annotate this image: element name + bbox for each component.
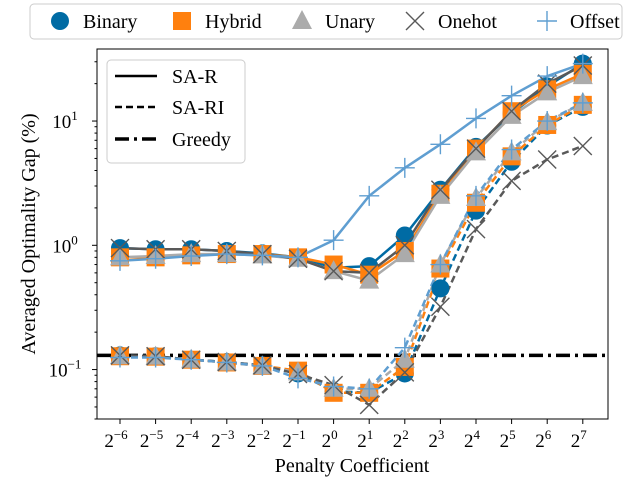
x-tick-label: 2−4: [176, 427, 200, 452]
marker-offset-sa-r: [572, 53, 593, 74]
marker-offset-sa-r: [394, 157, 415, 178]
x-tick-label: 27: [571, 427, 588, 452]
x-tick-label: 2−3: [211, 427, 234, 452]
method-legend: SA-R SA-RI Greedy: [106, 59, 246, 164]
marker-offset-sa-ri: [430, 254, 451, 275]
marker-offset-sa-r: [145, 248, 166, 269]
marker-offset-sa-ri: [110, 347, 130, 368]
x-tick-label: 2−6: [104, 427, 128, 452]
marker-offset-sa-ri: [572, 92, 593, 113]
marker-offset-sa-r: [216, 244, 237, 265]
marker-offset-sa-ri: [145, 347, 166, 368]
x-tick-label: 23: [428, 427, 444, 452]
marker-offset-sa-ri: [359, 378, 380, 399]
plot-area: [96, 48, 609, 420]
marker-onehot-sa-ri: [502, 171, 522, 191]
marker-offset-sa-ri: [323, 376, 344, 397]
legend-label-greedy: Greedy: [172, 129, 231, 151]
marker-offset-sa-r: [537, 66, 558, 87]
x-tick-label: 25: [500, 427, 516, 452]
marker-unary-sa-r: [466, 141, 486, 161]
y-axis: 10−1 100 101: [49, 61, 97, 420]
legend-label-binary: Binary: [83, 11, 137, 33]
marker-onehot-sa-r: [359, 263, 379, 283]
marker-offset-sa-r: [110, 250, 130, 271]
x-axis-title: Penalty Coefficient: [275, 455, 430, 477]
marker-binary-sa-r: [395, 226, 414, 245]
y-tick-label: 101: [52, 108, 78, 133]
marker-offset-sa-r: [323, 230, 344, 251]
marker-offset-sa-r: [430, 134, 451, 155]
marker-binary-sa-ri: [431, 279, 450, 298]
marker-onehot-sa-ri: [573, 136, 593, 156]
marker-offset-sa-r: [501, 85, 522, 106]
marker-offset-sa-r: [466, 108, 486, 129]
marker-offset-sa-ri: [216, 352, 237, 373]
x-tick-label: 21: [357, 427, 373, 452]
marker-offset-sa-ri: [288, 368, 308, 389]
legend-label-onehot: Onehot: [438, 11, 497, 33]
marker-offset-sa-ri: [181, 349, 202, 370]
x-tick-label: 24: [464, 427, 481, 452]
legend-marker-onehot: [405, 11, 425, 31]
marker-onehot-sa-ri: [430, 297, 450, 317]
legend-label-sa-r: SA-R: [172, 66, 218, 88]
x-axis: 2−6 2−5 2−4 2−3 2−2 2−1 20 21 22 23 24 25 26 27: [104, 419, 587, 452]
marker-onehot-sa-r: [430, 180, 450, 200]
marker-onehot-sa-ri: [395, 362, 415, 382]
encoding-legend: Binary Hybrid Unary Onehot Offset: [29, 3, 623, 40]
marker-offset-sa-ri: [252, 355, 273, 376]
marker-offset-sa-r: [288, 247, 308, 268]
x-tick-label: 20: [322, 427, 338, 452]
marker-unary-sa-r: [359, 269, 380, 289]
marker-unary-sa-r: [537, 81, 558, 101]
legend-label-hybrid: Hybrid: [205, 11, 262, 33]
y-tick-label: 100: [52, 232, 78, 257]
x-tick-label: 22: [393, 427, 409, 452]
marker-unary-sa-r: [323, 260, 344, 280]
marker-offset-sa-ri: [466, 185, 486, 206]
marker-unary-sa-r: [430, 184, 451, 204]
marker-onehot-sa-ri: [466, 219, 486, 239]
marker-onehot-sa-r: [395, 235, 415, 255]
marker-offset-sa-ri: [501, 139, 522, 160]
y-axis-title: Averaged Optimality Gap (%): [18, 113, 40, 354]
marker-offset-sa-ri: [537, 111, 558, 132]
marker-unary-sa-r: [501, 104, 522, 124]
legend-marker-offset: [537, 11, 557, 31]
marker-onehot-sa-r: [502, 101, 522, 121]
marker-onehot-sa-r: [466, 139, 486, 159]
marker-offset-sa-r: [181, 246, 202, 267]
legend-marker-binary: [51, 12, 69, 30]
marker-onehot-sa-ri: [359, 395, 379, 415]
x-tick-label: 2−5: [140, 427, 163, 452]
legend-label-sa-ri: SA-RI: [172, 97, 224, 119]
legend-marker-unary: [292, 10, 312, 29]
legend-marker-hybrid: [173, 12, 191, 30]
series-markers: [110, 53, 593, 415]
legend-label-unary: Unary: [325, 11, 375, 33]
marker-onehot-sa-r: [110, 238, 130, 258]
legend-label-offset: Offset: [570, 11, 620, 33]
x-tick-label: 26: [535, 427, 552, 452]
marker-unary-sa-r: [394, 243, 415, 263]
method-legend-frame: [106, 59, 246, 164]
marker-unary-sa-r: [572, 65, 593, 85]
y-tick-label: 10−1: [49, 357, 82, 382]
marker-offset-sa-r: [252, 245, 273, 266]
marker-onehot-sa-r: [324, 261, 344, 281]
marker-offset-sa-r: [359, 185, 380, 206]
x-tick-label: 2−2: [247, 427, 270, 452]
marker-unary-sa-ri: [394, 348, 415, 368]
marker-onehot-sa-ri: [537, 150, 557, 170]
marker-offset-sa-ri: [394, 337, 415, 358]
x-tick-label: 2−1: [282, 427, 305, 452]
